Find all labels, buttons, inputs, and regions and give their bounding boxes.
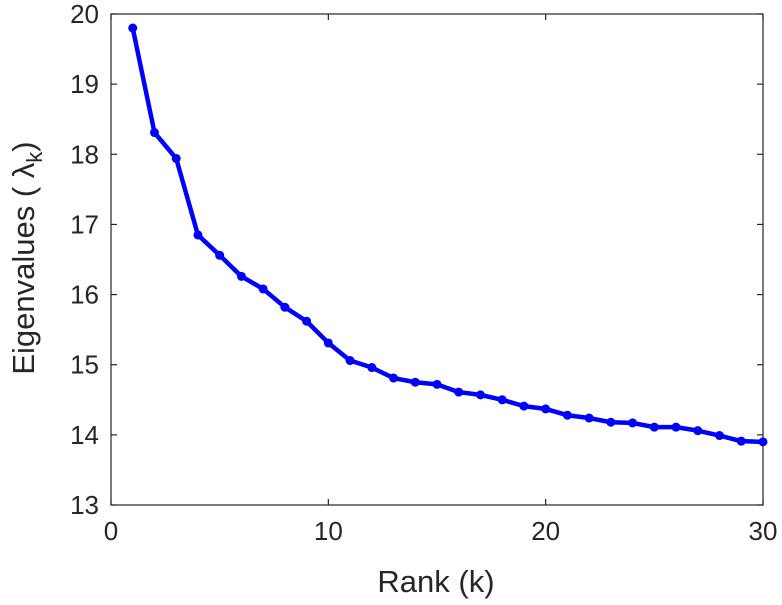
y-tick-label: 13 bbox=[70, 490, 99, 520]
data-point bbox=[367, 363, 377, 373]
x-tick-label: 10 bbox=[314, 516, 343, 546]
data-point bbox=[628, 418, 638, 428]
data-point bbox=[519, 401, 529, 411]
data-point bbox=[171, 153, 181, 163]
data-point bbox=[323, 338, 333, 348]
axes bbox=[110, 13, 764, 506]
data-point bbox=[736, 436, 746, 446]
y-axis-label-main: Eigenvalues ( λ bbox=[6, 162, 41, 374]
y-tick-label: 19 bbox=[70, 69, 99, 99]
ticks: 0 10 20 30 13 14 15 16 17 18 19 20 bbox=[70, 0, 777, 546]
y-tick-label: 14 bbox=[70, 420, 99, 450]
y-tick-label: 15 bbox=[70, 350, 99, 380]
data-point bbox=[584, 413, 594, 423]
data-point bbox=[497, 395, 507, 405]
y-tick-label: 17 bbox=[70, 209, 99, 239]
data-point bbox=[128, 23, 138, 33]
x-tick-label: 0 bbox=[104, 516, 118, 546]
y-tick-label: 16 bbox=[70, 280, 99, 310]
data-point bbox=[475, 390, 485, 400]
data-point bbox=[302, 316, 312, 326]
data-point bbox=[410, 377, 420, 387]
data-point bbox=[236, 271, 246, 281]
data-point bbox=[280, 302, 290, 312]
data-point bbox=[454, 387, 464, 397]
data-point bbox=[432, 379, 442, 389]
data-point bbox=[758, 437, 768, 447]
plot-box bbox=[110, 13, 764, 506]
data-point bbox=[671, 422, 681, 432]
y-tick-label: 20 bbox=[70, 0, 99, 29]
x-tick-label: 30 bbox=[749, 516, 778, 546]
data-point bbox=[693, 426, 703, 436]
data-point bbox=[715, 431, 725, 441]
data-point bbox=[215, 250, 225, 260]
data-point bbox=[389, 373, 399, 383]
y-axis-label: Eigenvalues ( λk) bbox=[6, 141, 47, 374]
series-line bbox=[130, 27, 764, 445]
x-axis-label: Rank (k) bbox=[377, 564, 494, 599]
series bbox=[128, 23, 768, 447]
data-point bbox=[541, 404, 551, 414]
data-point bbox=[649, 422, 659, 432]
data-point bbox=[193, 230, 203, 240]
data-point bbox=[149, 128, 159, 138]
data-point bbox=[345, 356, 355, 366]
y-tick-label: 18 bbox=[70, 139, 99, 169]
y-axis-label-sub: k bbox=[22, 151, 47, 163]
data-point bbox=[562, 410, 572, 420]
y-axis-label-close: ) bbox=[6, 141, 41, 151]
data-point bbox=[606, 417, 616, 427]
x-tick-label: 20 bbox=[531, 516, 560, 546]
data-point bbox=[258, 284, 268, 294]
